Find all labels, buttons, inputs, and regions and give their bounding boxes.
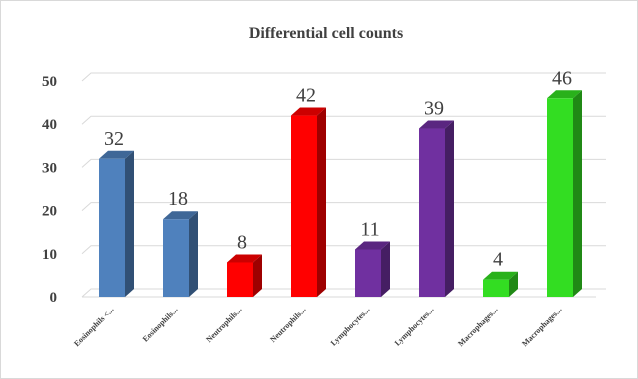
data-label: 42 [296,85,316,107]
data-label: 11 [360,218,379,240]
bar-front [483,279,509,297]
x-tick-label: Macrophages... [456,305,499,348]
bar-top [99,150,134,159]
bar-side [189,211,198,297]
bar-side [445,120,454,298]
bar-front [163,219,189,297]
x-tick-label: Macrophages... [520,305,563,348]
data-label: 4 [493,249,503,271]
data-label: 18 [168,188,188,210]
bar [291,107,326,297]
x-tick-label: Neutrophils... [204,305,243,344]
bar-top [163,211,198,220]
y-axis-ticks: 0 10 20 30 40 50 [42,74,57,306]
bar-side [573,90,582,297]
gridline [81,158,606,168]
gridline [81,202,606,211]
y-tick-label: 20 [42,204,57,220]
bar [419,120,454,298]
bar-front [547,98,573,297]
bar-top [291,107,326,116]
bar-front [419,128,445,297]
bars [99,90,582,298]
bar-side [125,150,134,297]
bar [483,271,518,297]
gridlines [81,72,606,298]
bar-top [227,254,262,263]
bar-side [509,271,518,297]
x-tick-label: Lymphocytes... [329,305,372,348]
gridline [81,245,606,255]
x-tick-label: Eosinophils... [141,305,180,344]
bar-top [547,90,582,99]
data-label: 46 [552,67,572,89]
data-labels: 32 18 8 42 11 39 4 46 [104,67,572,270]
gridline [81,72,606,82]
bar-side [317,107,326,297]
y-tick-label: 0 [50,290,58,306]
x-tick-label: Eosinophils <... [72,305,115,348]
bar-front [227,262,253,297]
bar-side [253,254,262,297]
x-axis-ticks: Eosinophils <... Eosinophils... Neutrophil… [72,305,563,348]
y-tick-label: 40 [42,117,57,133]
y-tick-label: 30 [42,160,57,176]
bar [547,90,582,297]
data-label: 39 [424,98,444,120]
data-label: 8 [237,231,247,253]
x-tick-label: Lymphocytes... [393,305,436,348]
bar [99,150,134,297]
bar-front [291,115,317,297]
bar [227,254,262,297]
bar-side [381,241,390,297]
bar [163,211,198,297]
chart-title: Differential cell counts [249,25,403,42]
bar-top [355,241,390,250]
x-tick-label: Neutrophils... [268,305,307,344]
bar [355,241,390,297]
data-label: 32 [104,128,124,150]
bar-front [99,158,125,297]
bar-top [483,271,518,280]
y-tick-label: 10 [42,247,57,263]
bar-front [355,249,381,297]
gridline [81,288,606,298]
bar-top [419,120,454,129]
y-tick-label: 50 [42,74,57,90]
gridline [81,115,606,125]
